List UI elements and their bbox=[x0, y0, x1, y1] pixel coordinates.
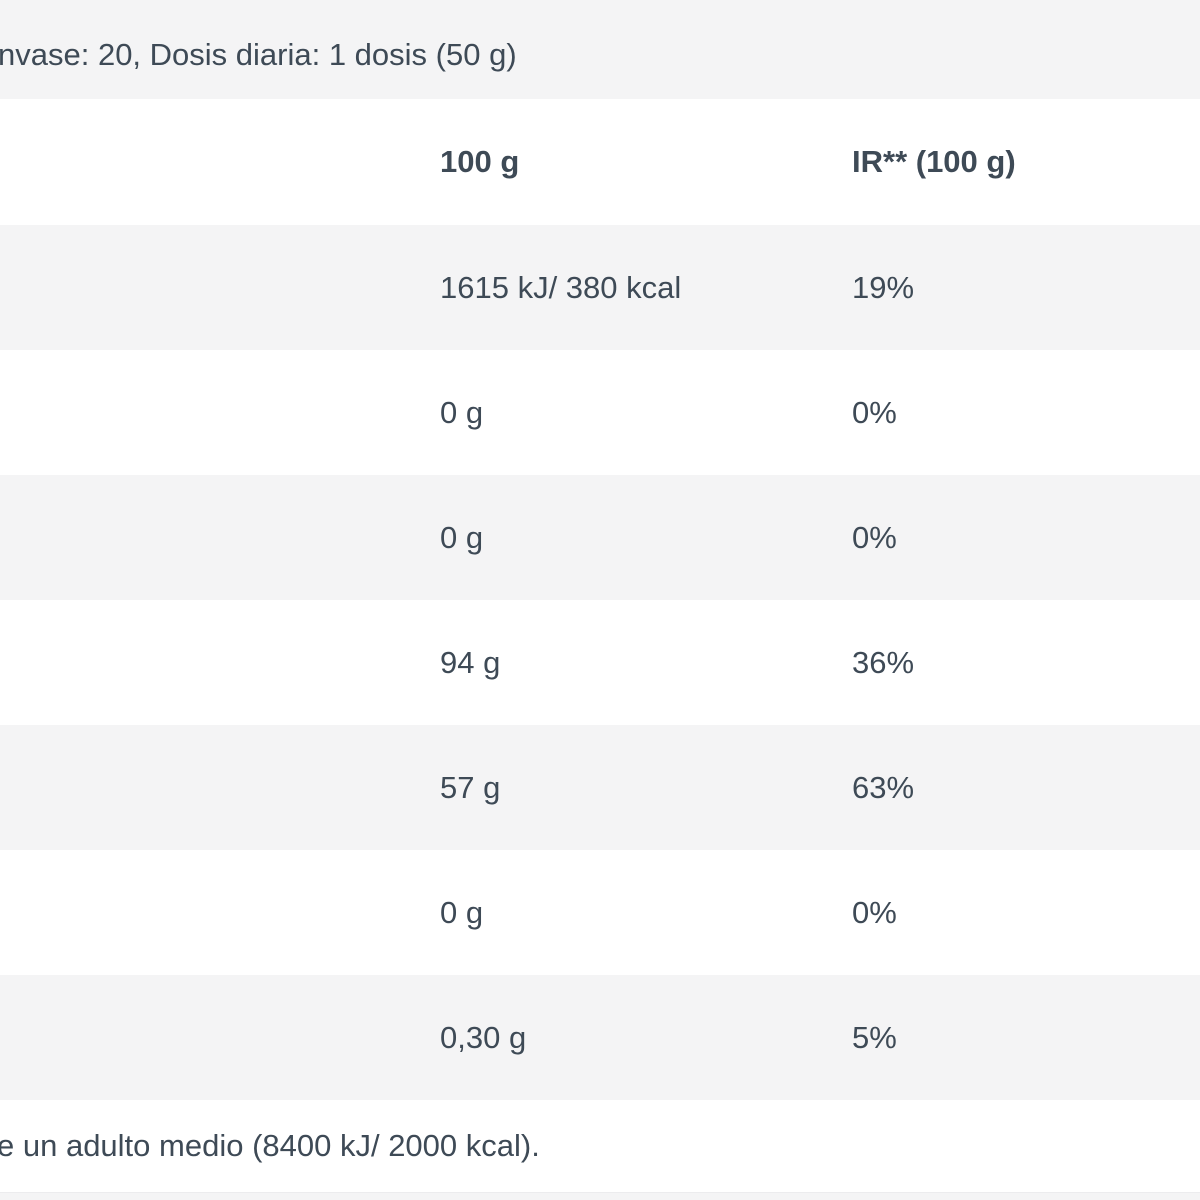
next-section-strip bbox=[0, 1192, 1200, 1200]
ir-value-cell: 36% bbox=[852, 644, 915, 680]
ir-value-cell: 0% bbox=[852, 519, 897, 555]
per-100g-value-cell: 0 g bbox=[440, 519, 484, 555]
table-row: 0 g 0% bbox=[0, 475, 1200, 600]
per-100g-value-cell: 0 g bbox=[440, 894, 484, 930]
header-per-100g: 100 g bbox=[440, 144, 520, 179]
table-row: 0 g 0% bbox=[0, 350, 1200, 475]
nutrition-table: 100 g IR** (100 g) 1615 kJ/ 380 kcal 19%… bbox=[0, 99, 1200, 1100]
header-ir-100g: IR** (100 g) bbox=[852, 144, 1016, 179]
ir-value-cell: 19% bbox=[852, 269, 915, 305]
footnote-text: e un adulto medio (8400 kJ/ 2000 kcal). bbox=[0, 1128, 540, 1163]
nutrition-table-header-row: 100 g IR** (100 g) bbox=[0, 99, 1200, 225]
per-100g-value-cell: 0,30 g bbox=[440, 1019, 527, 1055]
table-row: 94 g 36% bbox=[0, 600, 1200, 725]
ir-value-cell: 63% bbox=[852, 769, 915, 805]
serving-info-band: nvase: 20, Dosis diaria: 1 dosis (50 g) bbox=[0, 0, 1200, 99]
table-row: 1615 kJ/ 380 kcal 19% bbox=[0, 225, 1200, 350]
ir-value-cell: 0% bbox=[852, 894, 897, 930]
serving-info-text: nvase: 20, Dosis diaria: 1 dosis (50 g) bbox=[0, 36, 517, 72]
per-100g-value-cell: 57 g bbox=[440, 769, 501, 805]
per-100g-value-cell: 1615 kJ/ 380 kcal bbox=[440, 269, 682, 305]
table-row: 0,30 g 5% bbox=[0, 975, 1200, 1100]
ir-value-cell: 0% bbox=[852, 394, 897, 430]
table-row: 57 g 63% bbox=[0, 725, 1200, 850]
per-100g-value-cell: 0 g bbox=[440, 394, 484, 430]
nutrition-table-body: 1615 kJ/ 380 kcal 19% 0 g 0% 0 g 0% 94 g… bbox=[0, 225, 1200, 1100]
table-row: 0 g 0% bbox=[0, 850, 1200, 975]
ir-value-cell: 5% bbox=[852, 1019, 897, 1055]
per-100g-value-cell: 94 g bbox=[440, 644, 501, 680]
footnote-band: e un adulto medio (8400 kJ/ 2000 kcal). bbox=[0, 1100, 1200, 1192]
